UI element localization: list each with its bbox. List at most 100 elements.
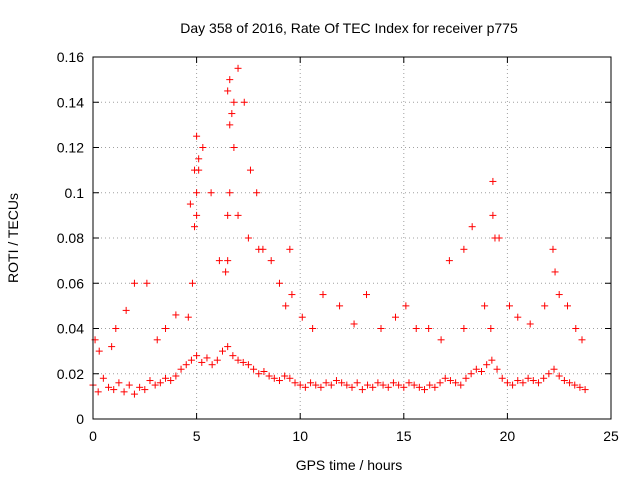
data-point	[563, 302, 571, 310]
data-point	[240, 98, 248, 106]
data-point	[167, 377, 175, 385]
data-point	[555, 291, 563, 299]
data-point	[186, 200, 194, 208]
data-point	[255, 370, 263, 378]
data-point	[301, 383, 309, 391]
plot-frame	[92, 56, 612, 420]
data-point	[319, 291, 327, 299]
data-point	[244, 361, 252, 369]
data-point	[374, 379, 382, 387]
data-point	[213, 356, 221, 364]
data-point	[193, 211, 201, 219]
data-point	[307, 379, 315, 387]
data-point	[224, 211, 232, 219]
data-point	[199, 144, 207, 151]
data-point	[172, 311, 180, 319]
data-point	[244, 234, 252, 242]
data-point	[108, 343, 116, 351]
x-tick-label: 15	[396, 428, 412, 444]
data-point	[524, 374, 532, 382]
data-point	[322, 379, 330, 387]
data-point	[255, 245, 263, 253]
data-point	[514, 377, 522, 385]
data-point	[421, 386, 429, 394]
data-point	[549, 245, 557, 253]
data-point	[153, 336, 161, 344]
data-point	[219, 347, 226, 355]
data-point	[572, 325, 580, 332]
data-point	[338, 379, 346, 387]
data-point	[224, 343, 232, 351]
data-point	[224, 87, 232, 95]
data-point	[343, 381, 351, 389]
data-point	[291, 379, 299, 387]
data-point	[578, 336, 586, 344]
data-point	[452, 379, 460, 387]
data-point	[94, 388, 102, 396]
data-point	[146, 377, 154, 385]
data-point	[405, 379, 413, 387]
data-point	[136, 383, 144, 391]
data-point	[576, 383, 584, 391]
data-point	[282, 302, 290, 310]
data-point	[112, 325, 120, 332]
data-point	[415, 383, 423, 391]
data-point	[410, 381, 418, 389]
data-point	[327, 381, 335, 389]
data-point	[412, 325, 420, 332]
data-point	[400, 383, 408, 391]
data-point	[389, 379, 397, 387]
data-point	[309, 325, 317, 332]
data-point	[222, 268, 230, 276]
x-tick-labels: 0 5 10 15 20 25	[89, 428, 619, 444]
grid	[93, 57, 611, 419]
data-point	[425, 325, 433, 332]
data-point	[260, 367, 268, 375]
data-point	[534, 379, 542, 387]
data-point	[239, 358, 247, 366]
data-point	[229, 352, 237, 360]
data-point	[191, 223, 199, 231]
data-point	[462, 374, 470, 382]
data-point	[489, 211, 497, 219]
data-point	[446, 377, 454, 385]
data-point	[493, 365, 501, 373]
data-point	[193, 189, 201, 197]
data-point	[143, 279, 151, 287]
data-point	[358, 386, 366, 394]
data-point	[156, 379, 164, 387]
data-point	[226, 76, 234, 84]
data-point	[317, 383, 325, 391]
data-point	[392, 313, 400, 321]
data-point	[95, 347, 103, 355]
data-point	[364, 381, 372, 389]
data-point	[460, 325, 468, 332]
data-point	[312, 381, 320, 389]
data-point	[526, 320, 534, 328]
data-point	[481, 302, 489, 310]
data-point	[436, 379, 444, 387]
data-point	[162, 374, 170, 382]
y-tick-label: 0.04	[57, 321, 84, 337]
data-point	[545, 370, 553, 378]
data-point	[487, 325, 495, 332]
data-point	[571, 381, 579, 389]
data-point	[226, 121, 234, 129]
data-point	[519, 379, 527, 387]
data-point	[353, 379, 361, 387]
data-point	[369, 383, 377, 391]
data-point	[483, 361, 491, 369]
data-point	[120, 388, 128, 396]
data-point	[267, 257, 275, 265]
data-point	[224, 257, 232, 265]
data-point	[115, 379, 123, 387]
y-tick-label: 0.02	[57, 366, 84, 382]
data-point	[184, 313, 192, 321]
data-point	[445, 257, 453, 265]
data-point	[188, 279, 196, 287]
data-point	[275, 377, 283, 385]
x-tick-label: 10	[292, 428, 308, 444]
data-point	[234, 64, 242, 72]
x-tick-label: 0	[89, 428, 97, 444]
data-point	[514, 313, 522, 321]
